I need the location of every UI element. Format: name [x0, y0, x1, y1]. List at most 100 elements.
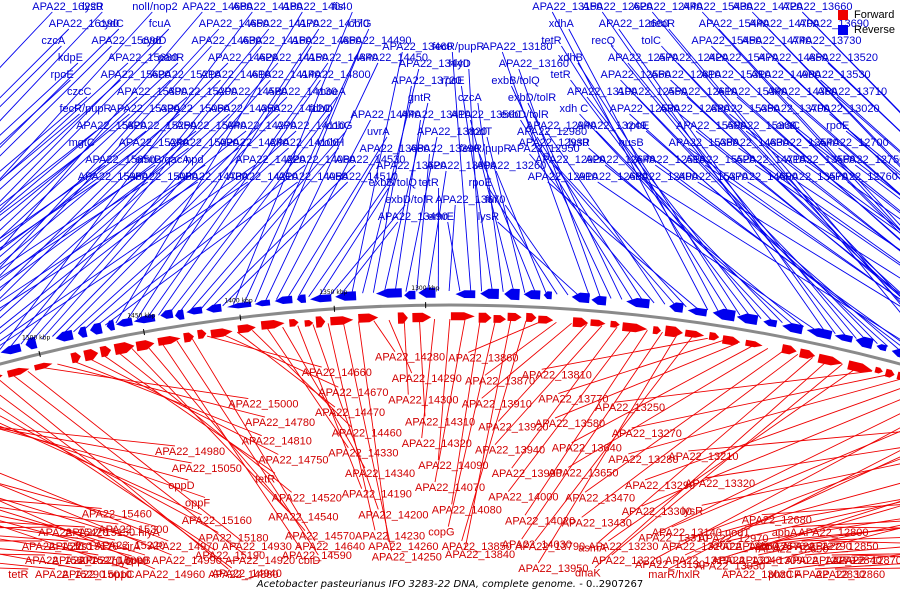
reverse-gene-arrow	[891, 348, 900, 358]
reverse-gene-label: lysR	[82, 1, 103, 13]
legend-forward: Forward	[838, 7, 900, 22]
label-leader-line	[0, 113, 230, 319]
reverse-label: Reverse	[854, 23, 895, 36]
forward-gene-arrow	[304, 320, 314, 327]
label-leader-line	[597, 181, 815, 330]
label-leader-line	[818, 526, 900, 529]
label-leader-line	[0, 483, 159, 528]
label-leader-line	[845, 130, 900, 176]
forward-gene-label: APA22_14970	[148, 541, 218, 553]
kbp-tick-mark	[38, 350, 41, 357]
reverse-gene-label: APA22_14220	[235, 154, 305, 166]
reverse-gene-arrow	[855, 336, 874, 349]
reverse-gene-label: APA22_15060	[160, 103, 230, 115]
label-leader-line	[529, 153, 655, 304]
forward-gene-label: APA22_12830	[795, 569, 865, 581]
label-leader-line	[618, 28, 836, 334]
label-leader-line	[477, 102, 504, 292]
reverse-gene-label: APA22_14060	[285, 154, 355, 166]
label-leader-line	[677, 62, 900, 297]
label-leader-line	[534, 335, 694, 542]
label-leader-line	[115, 11, 303, 324]
forward-gene-arrow	[397, 312, 408, 324]
label-leader-line	[686, 96, 900, 293]
reverse-gene-label: APA22_14770	[299, 18, 369, 30]
forward-gene-label: APA22_14930	[222, 541, 292, 553]
label-leader-line	[31, 62, 279, 342]
forward-gene-label: APA22_13280	[608, 454, 678, 466]
forward-gene-label: APA22_13080	[722, 569, 792, 581]
forward-gene-label: APA22_13470	[565, 492, 635, 504]
reverse-gene-label: fcuA	[149, 18, 172, 30]
label-leader-line	[684, 456, 900, 556]
reverse-gene-label: APA22_13730	[791, 35, 861, 47]
forward-gene-label: APA22_14750	[258, 455, 328, 467]
forward-gene-arrow	[7, 367, 30, 378]
reverse-gene-label: APA22_15390	[117, 86, 187, 98]
label-leader-line	[629, 113, 889, 347]
label-leader-line	[286, 136, 388, 299]
reverse-gene-label: APA22_14140	[251, 69, 321, 81]
label-leader-line	[73, 130, 297, 333]
forward-gene-arrow	[799, 348, 816, 359]
forward-gene-label: APA22_13920	[478, 421, 548, 433]
label-leader-line	[551, 11, 709, 311]
reverse-gene-label: emrE	[428, 211, 454, 223]
reverse-gene-arrow	[274, 295, 293, 304]
label-leader-line	[451, 319, 481, 505]
reverse-gene-label: APA22_16190	[49, 18, 119, 30]
label-leader-line	[211, 164, 356, 308]
forward-gene-label: APA22_14300	[388, 395, 458, 407]
label-leader-line	[312, 324, 379, 510]
reverse-gene-label: APA22_14610	[201, 69, 271, 81]
reverse-gene-label: cobG	[326, 120, 352, 132]
label-leader-line	[779, 113, 900, 212]
label-leader-line	[0, 521, 86, 528]
label-leader-line	[101, 353, 276, 474]
label-leader-line	[200, 147, 339, 309]
label-leader-line	[136, 45, 312, 320]
forward-gene-arrow	[0, 374, 3, 378]
label-leader-line	[0, 79, 121, 190]
reverse-gene-label: APA22_12490	[628, 171, 698, 183]
label-leader-line	[358, 321, 389, 542]
reverse-gene-arrow	[543, 291, 552, 300]
reverse-gene-label: APA22_14040	[282, 1, 352, 13]
reverse-gene-label: APA22_14740	[741, 35, 811, 47]
label-leader-line	[42, 367, 249, 400]
reverse-gene-label: APA22_14490	[341, 35, 411, 47]
label-leader-line	[0, 484, 172, 556]
reverse-gene-label: APA22_14180	[232, 1, 302, 13]
reverse-gene-label: fecR/pupR	[432, 41, 484, 53]
reverse-gene-label: tetR	[419, 177, 439, 189]
reverse-gene-label: APA22_13180	[482, 41, 552, 53]
label-leader-line	[351, 51, 403, 294]
reverse-gene-label: APA22_13490	[378, 211, 448, 223]
label-leader-line	[768, 28, 900, 166]
label-leader-line	[282, 326, 366, 469]
forward-gene-label: APA22_13270	[612, 428, 682, 440]
forward-gene-label: oppF	[185, 498, 210, 510]
reverse-gene-arrow	[404, 290, 416, 300]
reverse-gene-label: APA22_15820	[76, 120, 146, 132]
reverse-gene-label: moeA	[317, 86, 346, 98]
forward-gene-arrow	[896, 371, 900, 380]
label-leader-line	[416, 153, 430, 292]
forward-gene-label: APA22_15160	[182, 515, 252, 527]
forward-gene-label: APA22_14980	[155, 446, 225, 458]
gene-labels: APA22_16220 APA22_16190 czcA kdpE rpoE czcC fe…	[8, 1, 900, 581]
reverse-gene-label: APA22_13390	[410, 143, 480, 155]
reverse-gene-label: APA22_15470	[708, 52, 778, 64]
forward-gene-label: APA22_13050	[708, 541, 778, 553]
label-leader-line	[479, 153, 537, 294]
reverse-gene-arrow	[455, 290, 476, 299]
forward-gene-label: APA22_13650	[548, 467, 618, 479]
label-leader-line	[158, 79, 321, 316]
label-leader-line	[206, 335, 322, 368]
label-leader-line	[0, 113, 180, 265]
label-leader-line	[421, 319, 436, 439]
label-leader-line	[20, 45, 262, 345]
forward-gene-label: APA22_15170	[48, 541, 118, 553]
reverse-gene-label: APA22_13820	[417, 126, 487, 138]
